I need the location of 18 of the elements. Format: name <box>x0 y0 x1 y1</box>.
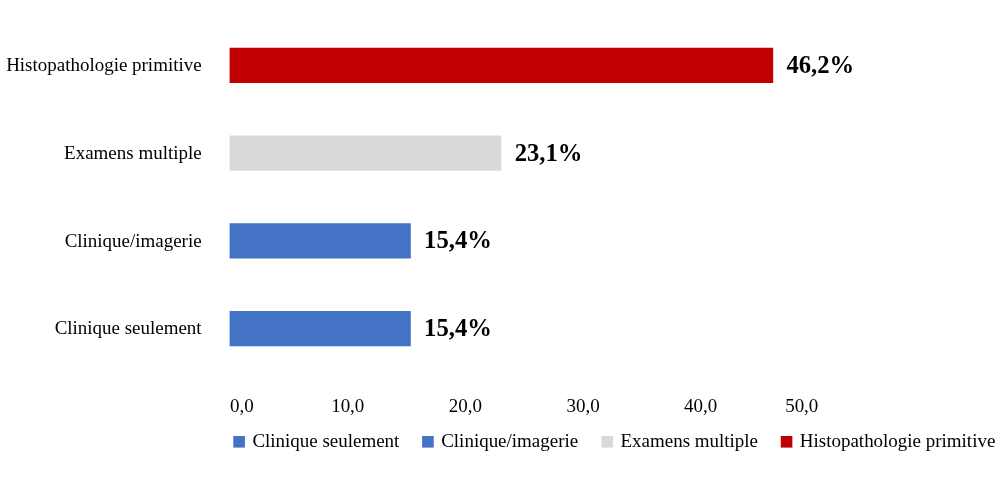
y-tick-label: Clinique/imagerie <box>64 229 202 251</box>
x-tick-label: 20,0 <box>448 394 482 416</box>
x-tick-label: 50,0 <box>785 394 819 416</box>
legend-label: Clinique/imagerie <box>441 430 579 452</box>
x-tick-label: 0,0 <box>230 394 254 416</box>
x-tick-label: 30,0 <box>566 394 600 416</box>
legend-label: Histopathologie primitive <box>799 430 996 452</box>
legend-label: Clinique seulement <box>252 430 401 452</box>
x-tick-label: 10,0 <box>331 394 365 416</box>
data-label: 15,4% <box>424 314 492 342</box>
y-tick-label: Histopathologie primitive <box>6 54 202 76</box>
x-tick-label: 40,0 <box>684 394 718 416</box>
y-tick-label: Clinique seulement <box>54 317 203 339</box>
y-tick-label: Examens multiple <box>64 141 202 163</box>
data-label: 15,4% <box>424 226 492 254</box>
data-label: 23,1% <box>514 138 583 166</box>
data-label: 46,2% <box>786 50 855 78</box>
legend-label: Examens multiple <box>620 430 759 452</box>
